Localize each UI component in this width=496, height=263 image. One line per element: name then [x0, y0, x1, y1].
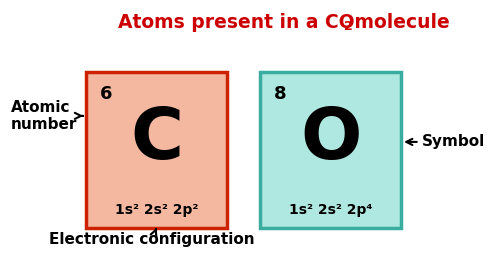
- FancyBboxPatch shape: [260, 72, 401, 228]
- Text: Atomic
number: Atomic number: [11, 100, 83, 132]
- Text: 6: 6: [100, 85, 113, 103]
- Text: 1s² 2s² 2p⁴: 1s² 2s² 2p⁴: [289, 203, 372, 216]
- Text: 2: 2: [344, 20, 353, 33]
- Text: molecule: molecule: [348, 13, 450, 32]
- Text: O: O: [300, 105, 361, 174]
- Text: 1s² 2s² 2p²: 1s² 2s² 2p²: [115, 203, 198, 216]
- Text: Electronic configuration: Electronic configuration: [49, 229, 255, 247]
- Text: Atoms present in a CO: Atoms present in a CO: [118, 13, 355, 32]
- Text: C: C: [130, 105, 183, 174]
- Text: 8: 8: [274, 85, 287, 103]
- FancyBboxPatch shape: [86, 72, 227, 228]
- Text: Symbol: Symbol: [406, 134, 486, 149]
